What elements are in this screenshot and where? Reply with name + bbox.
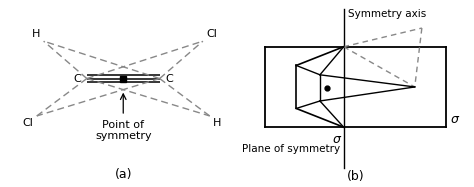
Text: H: H xyxy=(213,118,221,128)
Text: Cl: Cl xyxy=(206,29,217,39)
Text: Point of
symmetry: Point of symmetry xyxy=(95,120,152,141)
Text: H: H xyxy=(32,29,40,39)
Text: Cl: Cl xyxy=(22,118,33,128)
Text: σ: σ xyxy=(332,133,340,146)
Text: Symmetry axis: Symmetry axis xyxy=(348,9,427,19)
Text: C: C xyxy=(165,73,173,84)
Text: σ: σ xyxy=(450,113,458,126)
Text: (a): (a) xyxy=(115,168,132,181)
Text: Plane of symmetry: Plane of symmetry xyxy=(242,144,340,154)
Text: C: C xyxy=(73,73,81,84)
Text: (b): (b) xyxy=(346,170,365,183)
